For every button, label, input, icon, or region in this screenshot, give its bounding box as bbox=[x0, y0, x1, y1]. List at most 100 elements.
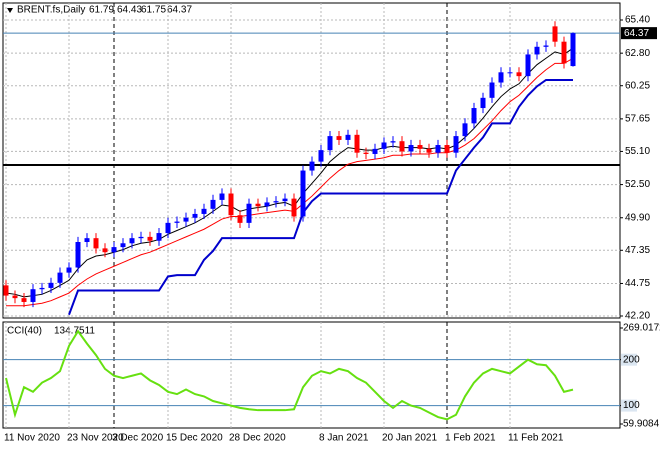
candle-body bbox=[111, 247, 117, 253]
candle-body bbox=[174, 221, 180, 223]
x-tick-label: 20 Jan 2021 bbox=[382, 433, 437, 444]
candle-body bbox=[543, 45, 549, 47]
candle-body bbox=[165, 222, 171, 234]
candle-body bbox=[552, 26, 558, 42]
candle-body bbox=[336, 136, 342, 140]
candle-body bbox=[282, 198, 288, 202]
y-tick-label: 62.80 bbox=[625, 48, 650, 59]
x-tick-label: 1 Feb 2021 bbox=[445, 433, 496, 444]
candle-body bbox=[156, 233, 162, 241]
candle-body bbox=[138, 236, 144, 239]
candle-body bbox=[219, 193, 225, 200]
candle-body bbox=[309, 161, 315, 171]
candle-body bbox=[255, 203, 261, 207]
open-value: 61.79 bbox=[89, 5, 114, 16]
y-tick-label: 60.25 bbox=[625, 80, 650, 91]
candle-body bbox=[489, 82, 495, 98]
candle-body bbox=[228, 193, 234, 216]
candle-body bbox=[399, 141, 405, 152]
cci-title: CCI(40) bbox=[7, 326, 42, 337]
candle-body bbox=[354, 134, 360, 153]
cci-panel bbox=[2, 321, 621, 429]
candle-body bbox=[48, 282, 54, 288]
candle-body bbox=[417, 145, 423, 149]
candle-body bbox=[147, 236, 153, 241]
candle-body bbox=[444, 145, 450, 153]
candle-body bbox=[246, 203, 252, 223]
candle-body bbox=[408, 145, 414, 152]
candle-body bbox=[498, 72, 504, 83]
candle-body bbox=[471, 108, 477, 124]
level-box bbox=[621, 399, 637, 412]
candle-body bbox=[345, 134, 351, 140]
candle-body bbox=[426, 148, 432, 153]
x-tick-label: 8 Jan 2021 bbox=[319, 433, 369, 444]
indicator-line bbox=[6, 57, 574, 307]
candle-body bbox=[201, 208, 207, 214]
candle-body bbox=[516, 72, 522, 77]
candle-body bbox=[75, 242, 81, 268]
y-tick-label: 49.90 bbox=[625, 212, 650, 223]
x-tick-label: 3 Dec 2020 bbox=[112, 433, 164, 444]
candle-body bbox=[507, 72, 513, 74]
y-tick-label: 47.35 bbox=[625, 245, 650, 256]
x-tick-label: 23 Nov 2020 bbox=[67, 433, 124, 444]
candle-body bbox=[66, 267, 72, 273]
chart-title: BRENT.fs,Daily bbox=[17, 5, 85, 16]
y-tick-label: 57.65 bbox=[625, 114, 650, 125]
low-value: 61.75 bbox=[141, 5, 166, 16]
candle-body bbox=[363, 152, 369, 154]
candle-body bbox=[183, 217, 189, 222]
candle-body bbox=[435, 145, 441, 153]
candle-body bbox=[237, 215, 243, 223]
x-tick-label: 28 Dec 2020 bbox=[229, 433, 286, 444]
candle-body bbox=[210, 199, 216, 209]
candle-body bbox=[381, 142, 387, 149]
y-tick-label: 200 bbox=[623, 354, 640, 365]
candle-body bbox=[192, 213, 198, 218]
candle-body bbox=[561, 41, 567, 64]
x-tick-label: 15 Dec 2020 bbox=[166, 433, 223, 444]
price-label: 64.37 bbox=[624, 28, 649, 39]
candle-body bbox=[3, 285, 9, 296]
main-panel bbox=[2, 2, 621, 319]
cci-line bbox=[5, 329, 574, 421]
y-tick-label: 100 bbox=[623, 400, 640, 411]
candle-body bbox=[453, 136, 459, 153]
candle-body bbox=[84, 238, 90, 242]
indicator-line bbox=[5, 47, 574, 298]
x-tick-label: 11 Feb 2021 bbox=[508, 433, 564, 444]
candle-body bbox=[372, 148, 378, 154]
y-tick-label: 65.40 bbox=[625, 15, 650, 26]
candle-body bbox=[273, 201, 279, 203]
level-box bbox=[621, 353, 637, 366]
candle-body bbox=[12, 295, 18, 299]
y-tick-label: 44.75 bbox=[625, 278, 650, 289]
candle-body bbox=[525, 54, 531, 77]
menu-arrow bbox=[7, 8, 13, 13]
candle-body bbox=[21, 298, 27, 302]
candle-body bbox=[300, 170, 306, 217]
price-box bbox=[621, 27, 657, 40]
candle-body bbox=[570, 33, 576, 67]
candle-body bbox=[327, 136, 333, 151]
indicator-line bbox=[68, 78, 573, 316]
x-tick-label: 11 Nov 2020 bbox=[4, 433, 60, 444]
candle-body bbox=[534, 46, 540, 55]
candle-body bbox=[129, 238, 135, 244]
candle-body bbox=[264, 202, 270, 207]
y-tick-label: 42.20 bbox=[625, 311, 650, 322]
candle-body bbox=[30, 289, 36, 302]
candle-body bbox=[291, 198, 297, 217]
candle-body bbox=[39, 287, 45, 290]
candle-body bbox=[462, 123, 468, 137]
y-tick-label: 55.10 bbox=[625, 146, 650, 157]
candle-body bbox=[57, 272, 63, 283]
candle-body bbox=[102, 248, 108, 253]
cci-value: 134.7511 bbox=[54, 326, 95, 337]
candle-body bbox=[120, 243, 126, 248]
y-tick-label: 59.9084 bbox=[623, 419, 660, 430]
high-value: 64.43 bbox=[117, 5, 142, 16]
